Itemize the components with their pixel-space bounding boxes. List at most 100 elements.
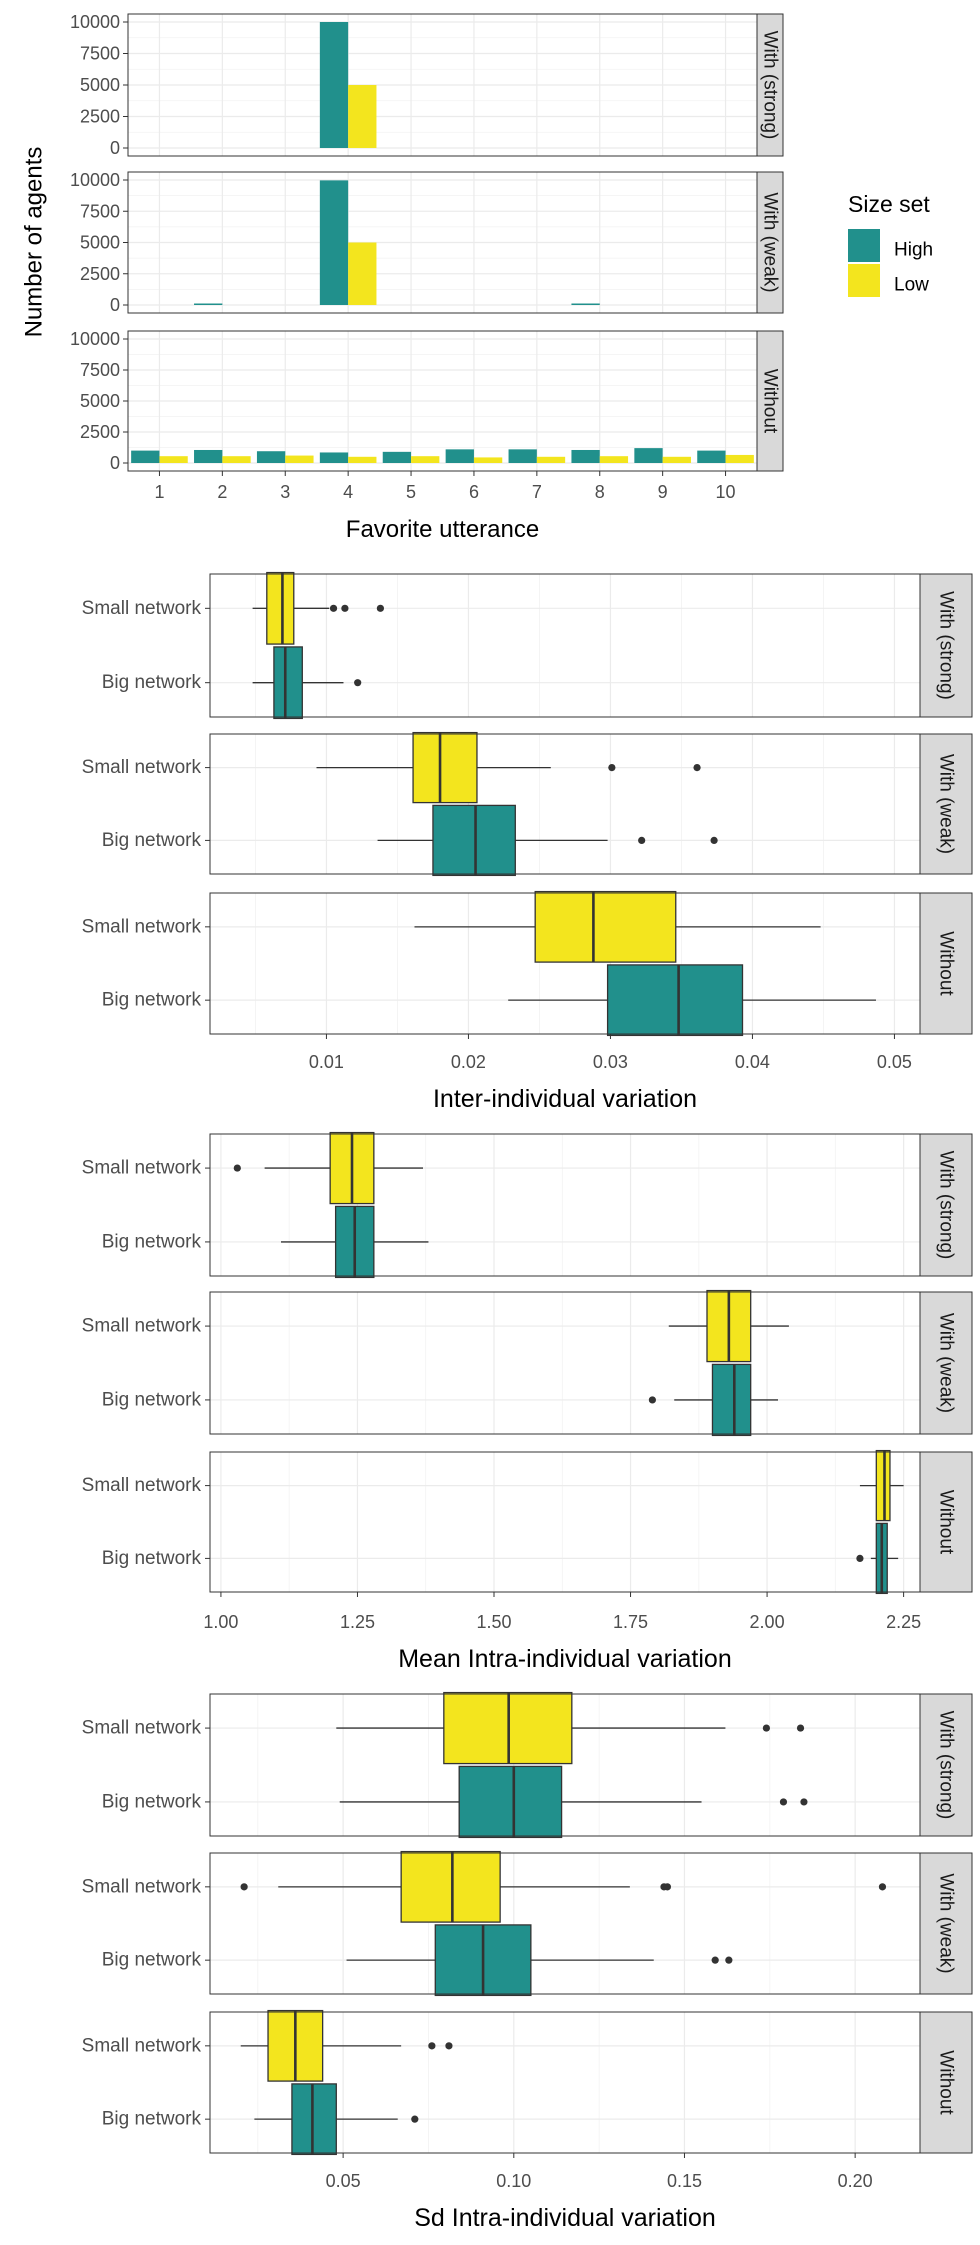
- bar-high-8: [571, 449, 600, 463]
- bar-low-1: [159, 456, 188, 463]
- outlier-point: [779, 1798, 788, 1806]
- x-tick-label: 8: [595, 482, 605, 502]
- box-low: [400, 1850, 501, 1923]
- x-tick-label: 6: [469, 482, 479, 502]
- box-strip-1-2-bg: [919, 892, 973, 1035]
- y-tick-label: 7500: [80, 360, 120, 380]
- box-strip-2-1-bg: [919, 1291, 973, 1435]
- x-tick-label: 0.15: [667, 2171, 702, 2191]
- x-tick-label: 0.05: [326, 2171, 361, 2191]
- legend-label-high: High: [894, 240, 933, 261]
- x-tick-label: 9: [658, 482, 668, 502]
- y-tick-label: 7500: [80, 44, 120, 64]
- outlier-point: [411, 2115, 419, 2123]
- y-tick-label: Small network: [82, 1475, 202, 1496]
- y-tick-label: Small network: [82, 2035, 202, 2056]
- box-strip-2-0-label: With (strong): [936, 1151, 957, 1260]
- y-tick-label: Small network: [82, 757, 202, 778]
- box-high: [432, 804, 516, 877]
- box-panel-bg: [210, 734, 920, 874]
- outlier-point: [428, 2042, 436, 2050]
- bar-low-10: [725, 454, 754, 463]
- outlier-point: [638, 836, 646, 845]
- y-tick-label: 2500: [80, 264, 120, 284]
- bar-high-10: [697, 450, 726, 463]
- y-tick-label: Big network: [102, 1548, 202, 1569]
- y-tick-label: Big network: [102, 990, 202, 1011]
- bar-low-6: [473, 457, 503, 463]
- y-tick-label: 7500: [80, 201, 120, 221]
- y-tick-label: 10000: [70, 170, 120, 190]
- x-tick-label: 0.02: [451, 1052, 486, 1072]
- y-tick-label: 0: [110, 453, 120, 473]
- y-tick-label: 5000: [80, 233, 120, 253]
- x-tick-label: 2.25: [886, 1612, 921, 1632]
- legend-swatch-high: [848, 229, 880, 262]
- outlier-point: [341, 604, 349, 612]
- y-tick-label: 5000: [80, 391, 120, 411]
- box-low: [266, 571, 295, 645]
- y-tick-label: Small network: [82, 1718, 202, 1739]
- box-panel-2-2: Small network Big network: [82, 1449, 921, 1595]
- x-tick-label: 0.05: [877, 1052, 912, 1072]
- y-tick-label: 10000: [70, 329, 120, 349]
- box-panel-3-2: Small network Big network: [82, 2009, 921, 2156]
- bar-low-8: [599, 456, 629, 463]
- legend-label-low: Low: [894, 275, 929, 296]
- bar-low-2: [222, 456, 251, 463]
- box-panel-2-1: Small network Big network: [82, 1289, 921, 1437]
- bar-high-3: [256, 451, 286, 463]
- outlier-point: [710, 836, 718, 845]
- bar-high-4: [319, 22, 349, 148]
- bar-panel-1: 10000 7500 5000 2500 0: [70, 170, 758, 315]
- bar-low-4: [348, 85, 377, 148]
- box-panel-2-0: Small network Big network: [82, 1131, 921, 1279]
- x-tick-label: 1: [154, 482, 164, 502]
- outlier-point: [711, 1956, 719, 1964]
- bar-high-6: [445, 449, 474, 463]
- outlier-point: [445, 2042, 453, 2050]
- outlier-point: [329, 604, 338, 612]
- bar-low-3: [285, 455, 314, 463]
- x-tick-label: 7: [532, 482, 542, 502]
- bar-strip-2-bg: [756, 330, 784, 472]
- x-tick-label: 0.10: [496, 2171, 531, 2191]
- y-tick-label: Small network: [82, 1158, 202, 1179]
- box-high: [291, 2083, 337, 2156]
- bar-low-5: [411, 456, 440, 463]
- bar-high-1: [131, 450, 160, 463]
- y-tick-label: Small network: [82, 1876, 202, 1897]
- outlier-point: [856, 1554, 864, 1562]
- bar-strip-2-label: Without: [760, 369, 781, 434]
- box-panel-bg: [210, 574, 920, 717]
- box-high: [711, 1363, 752, 1437]
- x-axis-title: Sd Intra-individual variation: [414, 2204, 716, 2232]
- box-panel-3-0: Small network Big network: [82, 1691, 921, 1839]
- box-panel-3-1: Small network Big network: [82, 1850, 921, 1997]
- y-tick-label: Small network: [82, 598, 202, 619]
- x-axis-title: Inter-individual variation: [433, 1085, 697, 1113]
- x-tick-label: 5: [406, 482, 416, 502]
- x-tick-label: 0.20: [838, 2171, 873, 2191]
- bar-high-8: [571, 303, 600, 305]
- outlier-point: [376, 604, 384, 612]
- outlier-point: [608, 764, 616, 772]
- box-strip-2-1-label: With (weak): [936, 1313, 957, 1413]
- y-tick-label: Small network: [82, 1316, 202, 1337]
- x-tick-label: 4: [343, 482, 353, 502]
- box-strip-1-2-label: Without: [936, 931, 957, 996]
- x-tick-label: 0.03: [593, 1052, 628, 1072]
- y-tick-label: 0: [110, 138, 120, 158]
- x-tick-label: 10: [716, 482, 736, 502]
- y-tick-label: Big network: [102, 830, 202, 851]
- y-tick-label: Big network: [102, 2109, 202, 2130]
- outlier-point: [800, 1798, 808, 1806]
- x-axis-title: Mean Intra-individual variation: [398, 1645, 732, 1673]
- y-tick-label: 5000: [80, 75, 120, 95]
- box-strip-2-2-bg: [919, 1451, 973, 1593]
- y-tick-label: 2500: [80, 422, 120, 442]
- box-strip-1-0-label: With (strong): [936, 591, 957, 700]
- box-strip-3-0-label: With (strong): [936, 1711, 957, 1820]
